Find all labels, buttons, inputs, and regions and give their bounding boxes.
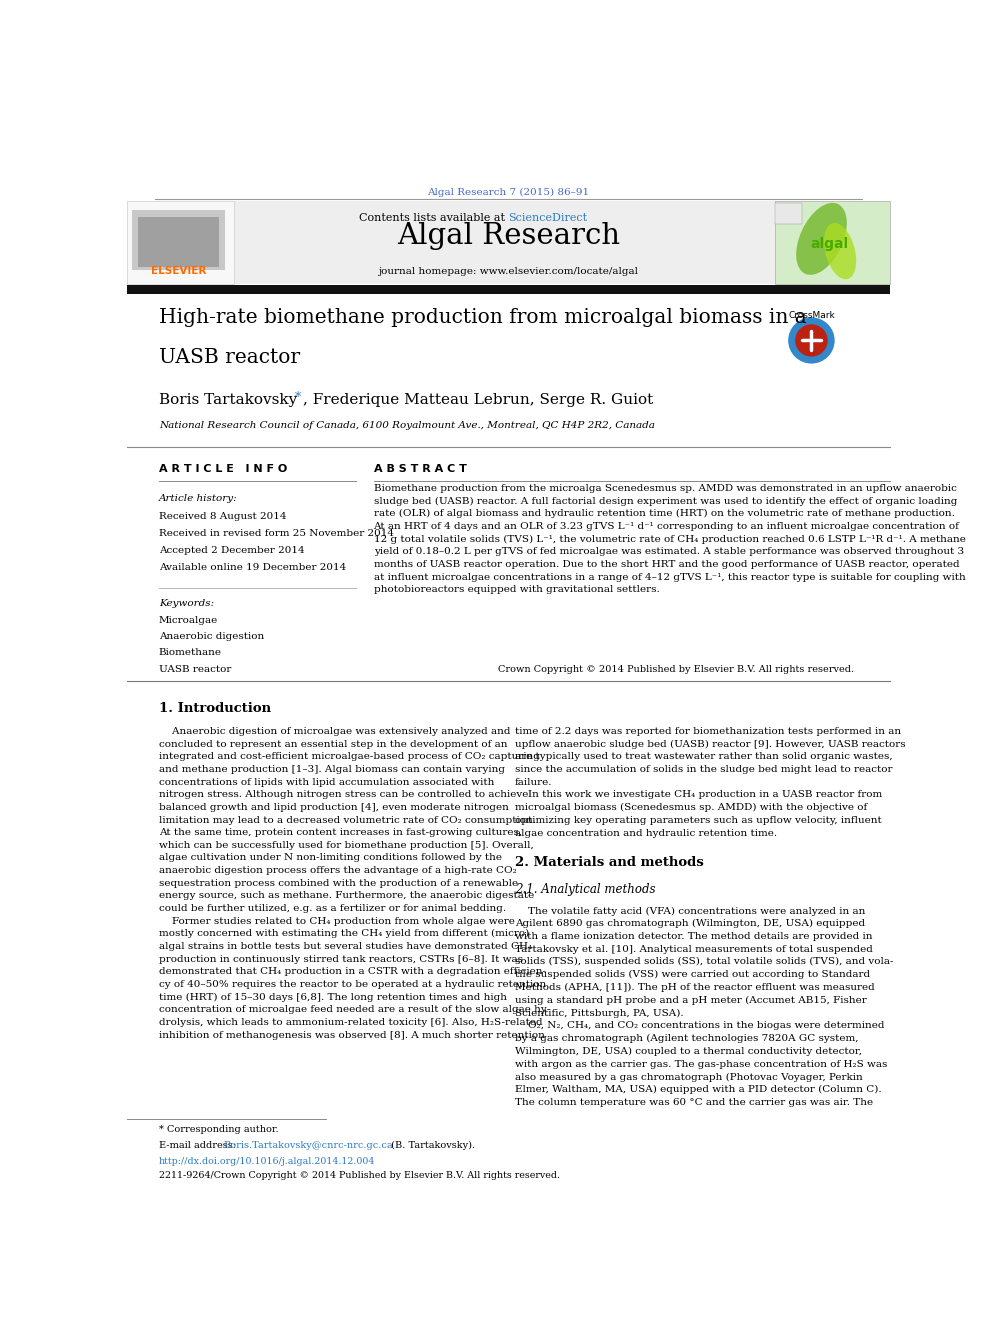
- Text: Microalgae: Microalgae: [159, 617, 218, 626]
- Text: Biomethane: Biomethane: [159, 648, 222, 658]
- Bar: [775, 204, 803, 224]
- Text: Boris Tartakovsky: Boris Tartakovsky: [159, 393, 302, 407]
- Text: (B. Tartakovsky).: (B. Tartakovsky).: [388, 1140, 474, 1150]
- Text: 2211-9264/Crown Copyright © 2014 Published by Elsevier B.V. All rights reserved.: 2211-9264/Crown Copyright © 2014 Publish…: [159, 1171, 559, 1180]
- Text: *: *: [295, 390, 301, 404]
- Text: Keywords:: Keywords:: [159, 599, 214, 609]
- Text: Anaerobic digestion: Anaerobic digestion: [159, 632, 264, 642]
- Text: 2.1. Analytical methods: 2.1. Analytical methods: [515, 884, 655, 896]
- Circle shape: [789, 318, 834, 364]
- Bar: [132, 210, 225, 270]
- Text: UASB reactor: UASB reactor: [159, 348, 300, 368]
- Text: Received in revised form 25 November 2014: Received in revised form 25 November 201…: [159, 529, 394, 538]
- Bar: [127, 284, 890, 294]
- Circle shape: [796, 324, 827, 357]
- Text: Accepted 2 December 2014: Accepted 2 December 2014: [159, 546, 305, 556]
- Text: Algal Research: Algal Research: [397, 222, 620, 250]
- Text: Algal Research 7 (2015) 86–91: Algal Research 7 (2015) 86–91: [428, 188, 589, 197]
- Text: The volatile fatty acid (VFA) concentrations were analyzed in an
Agilent 6890 ga: The volatile fatty acid (VFA) concentrat…: [515, 906, 893, 1107]
- Ellipse shape: [824, 224, 856, 279]
- Text: Article history:: Article history:: [159, 495, 237, 504]
- Text: Boris.Tartakovsky@cnrc-nrc.gc.ca: Boris.Tartakovsky@cnrc-nrc.gc.ca: [223, 1140, 393, 1150]
- Text: National Research Council of Canada, 6100 Royalmount Ave., Montreal, QC H4P 2R2,: National Research Council of Canada, 610…: [159, 421, 655, 430]
- Text: 2. Materials and methods: 2. Materials and methods: [515, 856, 703, 869]
- Text: UASB reactor: UASB reactor: [159, 664, 231, 673]
- Text: ScienceDirect: ScienceDirect: [509, 213, 587, 224]
- Text: algal: algal: [810, 237, 848, 250]
- Text: E-mail address:: E-mail address:: [159, 1140, 239, 1150]
- Bar: [234, 201, 778, 283]
- Bar: [127, 201, 234, 283]
- Text: * Corresponding author.: * Corresponding author.: [159, 1125, 279, 1134]
- Text: journal homepage: www.elsevier.com/locate/algal: journal homepage: www.elsevier.com/locat…: [378, 267, 639, 275]
- Text: Available online 19 December 2014: Available online 19 December 2014: [159, 564, 346, 572]
- Text: http://dx.doi.org/10.1016/j.algal.2014.12.004: http://dx.doi.org/10.1016/j.algal.2014.1…: [159, 1158, 375, 1167]
- Ellipse shape: [797, 202, 847, 275]
- Text: Biomethane production from the microalga Scenedesmus sp. AMDD was demonstrated i: Biomethane production from the microalga…: [374, 484, 965, 594]
- Text: CrossMark: CrossMark: [788, 311, 835, 320]
- Text: Received 8 August 2014: Received 8 August 2014: [159, 512, 287, 521]
- Text: A B S T R A C T: A B S T R A C T: [374, 463, 466, 474]
- Text: time of 2.2 days was reported for biomethanization tests performed in an
upflow : time of 2.2 days was reported for biomet…: [515, 728, 906, 837]
- Text: , Frederique Matteau Lebrun, Serge R. Guiot: , Frederique Matteau Lebrun, Serge R. Gu…: [303, 393, 654, 407]
- Text: 1. Introduction: 1. Introduction: [159, 703, 271, 716]
- Text: High-rate biomethane production from microalgal biomass in a: High-rate biomethane production from mic…: [159, 308, 806, 327]
- Text: Crown Copyright © 2014 Published by Elsevier B.V. All rights reserved.: Crown Copyright © 2014 Published by Else…: [498, 664, 854, 673]
- Bar: [775, 201, 890, 283]
- Text: Contents lists available at: Contents lists available at: [359, 213, 509, 224]
- Text: Anaerobic digestion of microalgae was extensively analyzed and
concluded to repr: Anaerobic digestion of microalgae was ex…: [159, 728, 551, 1040]
- Bar: [138, 217, 218, 266]
- Text: ELSEVIER: ELSEVIER: [152, 266, 206, 275]
- Text: A R T I C L E   I N F O: A R T I C L E I N F O: [159, 463, 287, 474]
